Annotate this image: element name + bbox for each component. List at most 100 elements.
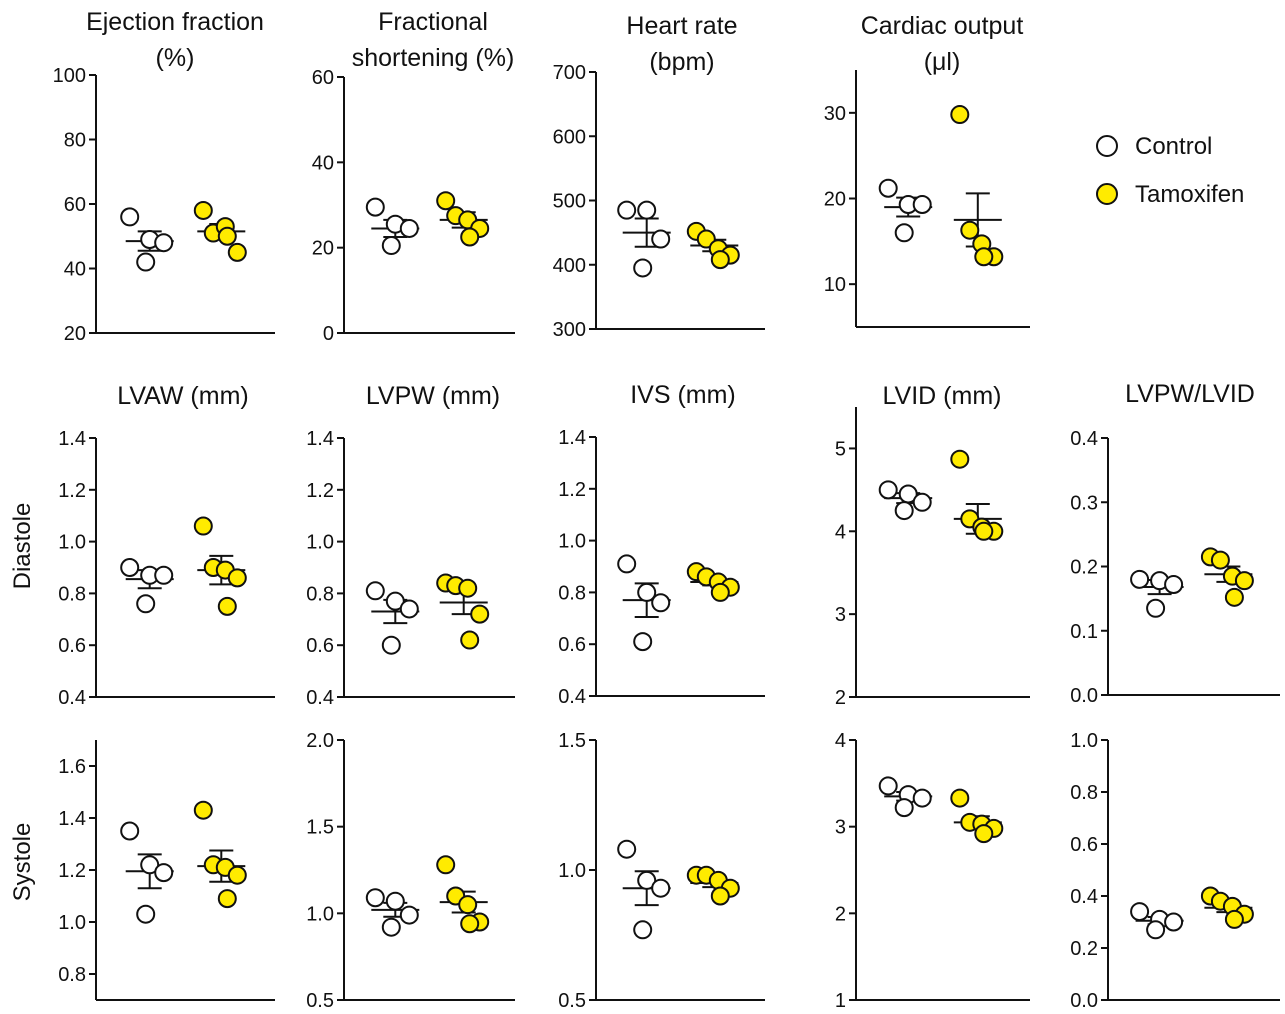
- panel-lvaw_s: 0.8 1.0 1.2 1.4 1.6: [58, 740, 275, 1001]
- data-point: [1164, 574, 1184, 594]
- data-point: [974, 824, 994, 844]
- data-point: [227, 568, 247, 588]
- panel-lvpw_s: 0.5 1.0 1.5 2.0: [306, 730, 515, 1012]
- data-point: [637, 582, 657, 602]
- panel-ratio_s: 0.0 0.2 0.4 0.6 0.8 1.0: [1070, 730, 1280, 1012]
- data-point: [458, 895, 478, 915]
- data-point: [227, 242, 247, 262]
- data-point: [633, 632, 653, 652]
- data-point: [193, 800, 213, 820]
- data-point: [894, 798, 914, 818]
- y-tick-label: 3: [835, 817, 846, 839]
- panel-title-line: Fractional: [378, 8, 488, 36]
- y-tick-label: 0.8: [1070, 782, 1098, 804]
- data-point: [120, 821, 140, 841]
- y-tick-label: 0.1: [1070, 621, 1098, 643]
- data-point: [878, 178, 898, 198]
- series-tamoxifen: [950, 788, 1004, 844]
- data-point: [399, 599, 419, 619]
- panel-lvaw_d: LVAW (mm) 0.4 0.6 0.8 1.0 1.2 1.4: [58, 382, 275, 709]
- panels: Ejection fraction(%)20406080100Fractiona…: [53, 8, 1280, 1012]
- data-point: [637, 870, 657, 890]
- data-point: [651, 229, 671, 249]
- panel-title-line: shortening (%): [352, 44, 515, 72]
- y-tick-label: 2: [835, 903, 846, 925]
- data-point: [633, 258, 653, 278]
- y-tick-label: 0.3: [1070, 492, 1098, 514]
- data-point: [1224, 587, 1244, 607]
- data-point: [1234, 571, 1254, 591]
- y-tick-label: 4: [835, 730, 846, 752]
- y-tick-label: 0.4: [306, 687, 334, 709]
- y-tick-label: 0.2: [1070, 557, 1098, 579]
- panel-lvpw_d: LVPW (mm) 0.4 0.6 0.8 1.0 1.2 1.4: [306, 382, 515, 709]
- y-tick-label: 300: [553, 319, 586, 341]
- y-tick-label: 0.8: [558, 582, 586, 604]
- data-point: [381, 236, 401, 256]
- panel-title-line: (μl): [924, 48, 961, 76]
- data-point: [136, 594, 156, 614]
- y-tick-label: 1.0: [1070, 730, 1098, 752]
- legend-control-label: Control: [1135, 133, 1212, 160]
- data-point: [912, 492, 932, 512]
- data-point: [120, 558, 140, 577]
- series-control: [120, 558, 174, 614]
- y-tick-label: 60: [312, 67, 334, 89]
- series-control: [1130, 902, 1184, 940]
- series-tamoxifen: [436, 573, 490, 650]
- data-point: [950, 449, 970, 469]
- row-label-diastole: Diastole: [9, 503, 36, 590]
- y-tick-label: 0.6: [306, 635, 334, 657]
- data-point: [399, 218, 419, 238]
- y-tick-label: 1.0: [306, 903, 334, 925]
- data-point: [154, 233, 174, 253]
- data-point: [460, 914, 480, 934]
- series-tamoxifen: [950, 449, 1004, 541]
- panel-fs: Fractional shortening (%) 0 20 40 60: [312, 8, 515, 345]
- data-point: [950, 788, 970, 808]
- y-tick-label: 1.0: [558, 531, 586, 553]
- series-tamoxifen: [436, 191, 490, 247]
- legend-tamoxifen-label: Tamoxifen: [1135, 181, 1244, 208]
- y-tick-label: 1.0: [58, 532, 86, 554]
- series-tamoxifen: [193, 800, 247, 909]
- data-point: [136, 252, 156, 272]
- series-control: [617, 200, 671, 278]
- y-tick-label: 1.0: [58, 912, 86, 934]
- data-point: [651, 878, 671, 898]
- row-label-systole-text: Systole: [9, 823, 36, 902]
- series-tamoxifen: [1200, 547, 1254, 607]
- y-tick-label: 1.2: [58, 480, 86, 502]
- y-tick-label: 1.0: [558, 860, 586, 882]
- y-tick-label: 0.5: [306, 990, 334, 1012]
- y-tick-label: 0.6: [1070, 834, 1098, 856]
- y-tick-label: 0.8: [58, 964, 86, 986]
- panel-title-line: Ejection fraction: [86, 8, 264, 36]
- panel-lvid_s: 1 2 3 4: [835, 730, 1030, 1012]
- panel-title-line: (%): [156, 44, 195, 72]
- y-tick-label: 500: [553, 191, 586, 213]
- y-tick-label: 0.0: [1070, 990, 1098, 1012]
- data-point: [154, 565, 174, 585]
- data-point: [617, 200, 637, 220]
- series-tamoxifen: [436, 855, 490, 934]
- series-tamoxifen: [686, 221, 740, 270]
- panel-ratio_d: LVPW/LVID 0.0 0.1 0.2 0.3 0.4: [1070, 380, 1280, 707]
- data-point: [974, 247, 994, 267]
- y-tick-label: 0.5: [558, 990, 586, 1012]
- data-point: [136, 904, 156, 924]
- y-tick-label: 1.4: [558, 427, 586, 449]
- data-point: [960, 220, 980, 240]
- y-tick-label: 3: [835, 604, 846, 626]
- data-point: [651, 593, 671, 613]
- legend: Control Tamoxifen: [1096, 133, 1244, 208]
- y-tick-label: 0.8: [306, 583, 334, 605]
- y-tick-label: 1.2: [58, 860, 86, 882]
- data-point: [710, 250, 730, 270]
- panel-title-line: LVPW (mm): [366, 382, 500, 410]
- y-tick-label: 1.0: [306, 532, 334, 554]
- series-tamoxifen: [686, 562, 740, 602]
- y-tick-label: 60: [64, 194, 86, 216]
- data-point: [399, 905, 419, 925]
